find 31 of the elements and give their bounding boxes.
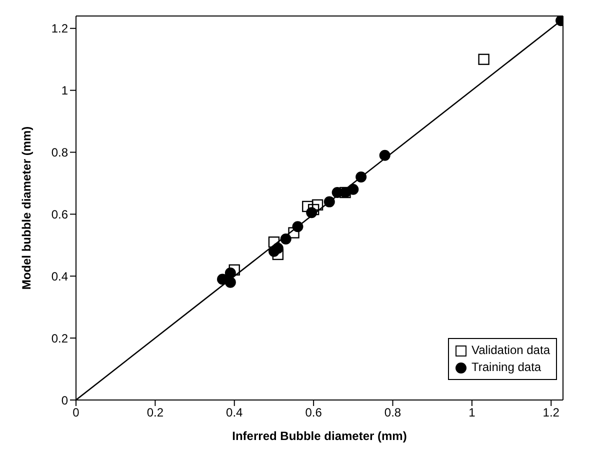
x-axis-title: Inferred Bubble diameter (mm) (232, 429, 407, 443)
x-tick-label: 0.4 (226, 406, 244, 420)
point (308, 204, 320, 216)
y-tick-label: 1 (61, 84, 68, 98)
legend-label: Validation data (471, 342, 550, 359)
point (268, 236, 280, 248)
y-tick-label: 0.6 (51, 207, 68, 222)
y-tick-label: 0.4 (51, 269, 68, 284)
legend-label: Training data (471, 359, 542, 376)
point (324, 196, 335, 208)
point (224, 276, 236, 288)
x-tick-label: 0.8 (384, 406, 402, 420)
point (478, 54, 490, 65)
point (356, 172, 367, 183)
y-tick-label: 0 (61, 393, 68, 408)
y-tick-label: 0.2 (51, 331, 68, 346)
point (379, 150, 390, 161)
x-tick-label: 0.6 (305, 406, 322, 420)
point (272, 248, 284, 260)
x-tick-label: 0.2 (146, 406, 164, 420)
x-tick-label: 0 (72, 406, 80, 420)
y-tick-label: 0.8 (51, 146, 68, 160)
y-tick-label: 1.2 (51, 22, 68, 36)
point (228, 264, 240, 276)
point (280, 233, 292, 244)
x-tick-label: 1.2 (542, 406, 560, 420)
point (312, 199, 324, 211)
point (288, 227, 300, 238)
point (302, 200, 314, 212)
x-tick-label: 1 (468, 406, 476, 420)
y-axis-title: Model bubble diameter (mm) (19, 126, 34, 290)
